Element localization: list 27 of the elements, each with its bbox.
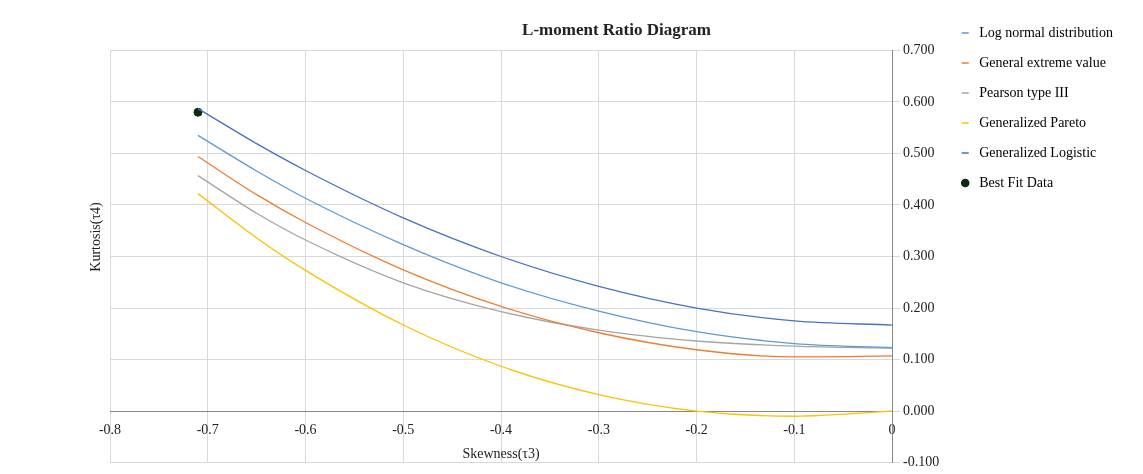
- y-tick-label: -0.100: [903, 454, 940, 470]
- y-tick-label: 0.100: [903, 351, 935, 367]
- legend-label: Pearson type III: [979, 84, 1069, 100]
- y-tick-label: 0.500: [903, 145, 935, 161]
- x-tick-label: -0.6: [294, 422, 317, 438]
- line-series: [197, 192, 893, 417]
- x-axis-title: Skewness(τ3): [462, 445, 540, 462]
- x-tick-label: -0.7: [196, 422, 219, 438]
- legend-label: Generalized Logistic: [979, 144, 1097, 160]
- legend-label: General extreme value: [979, 54, 1106, 70]
- legend-label: Generalized Pareto: [979, 114, 1087, 130]
- y-tick-label: 0.700: [903, 42, 935, 58]
- y-axis-title: Kurtosis(τ4): [88, 202, 104, 272]
- chart-title: L-moment Ratio Diagram: [522, 19, 711, 39]
- y-tick-label: 0.200: [903, 299, 935, 315]
- legend-label: Best Fit Data: [979, 174, 1054, 190]
- y-tick-label: 0.600: [903, 93, 935, 109]
- x-tick-label: -0.2: [685, 422, 708, 438]
- x-tick-label: -0.3: [587, 422, 610, 438]
- x-tick-label: -0.8: [98, 422, 122, 438]
- y-tick-label: 0.400: [903, 196, 935, 212]
- x-tick-label: -0.4: [489, 422, 513, 438]
- x-tick-label: -0.5: [392, 422, 415, 438]
- x-tick-label: -0.1: [783, 422, 806, 438]
- y-tick-label: 0.000: [903, 402, 935, 418]
- legend-label: Log normal distribution: [979, 24, 1113, 40]
- y-tick-label: 0.300: [903, 248, 935, 264]
